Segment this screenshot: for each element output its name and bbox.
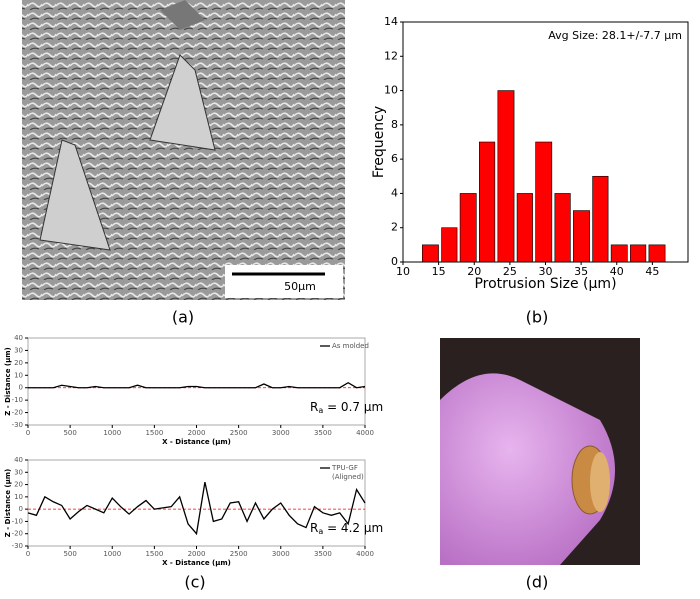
legend-note: (Aligned) xyxy=(332,473,364,481)
x-tick-label: 45 xyxy=(645,265,659,278)
y-tick-label: 10 xyxy=(14,493,23,501)
x-tick-label: 1000 xyxy=(103,550,121,558)
x-tick-label: 0 xyxy=(26,429,30,437)
histogram-bar xyxy=(497,90,515,263)
x-tick-label: 1500 xyxy=(145,429,163,437)
roughness-value: = 0.7 µm xyxy=(323,400,383,414)
panel-label: (b) xyxy=(526,308,549,327)
y-tick-label: 2 xyxy=(391,221,398,234)
legend-label: TPU-GF xyxy=(331,464,358,472)
sem-image: 50µm xyxy=(22,0,345,300)
histogram-bar xyxy=(554,193,571,263)
y-tick-label: 8 xyxy=(391,118,398,131)
x-tick-label: 2500 xyxy=(230,429,248,437)
roughness-label: Ra = 0.7 µm xyxy=(310,400,383,415)
roughness-label: Ra = 4.2 µm xyxy=(310,521,383,536)
x-tick-label: 4000 xyxy=(356,550,374,558)
y-tick-label: -10 xyxy=(12,517,23,525)
x-tick-label: 3500 xyxy=(314,550,332,558)
y-tick-label: 12 xyxy=(384,49,398,62)
x-tick-label: 40 xyxy=(610,265,624,278)
y-axis-label: Z - Distance (µm) xyxy=(4,469,12,537)
y-tick-label: 4 xyxy=(391,186,398,199)
photo xyxy=(440,338,640,565)
x-tick-label: 10 xyxy=(396,265,410,278)
x-axis-label: Protrusion Size (µm) xyxy=(474,276,616,292)
roughness-symbol: R xyxy=(310,400,318,414)
x-tick-label: 2000 xyxy=(188,429,206,437)
y-axis-label: Frequency xyxy=(371,106,387,178)
x-tick-label: 500 xyxy=(63,550,76,558)
roughness-subscript: a xyxy=(318,406,323,415)
x-tick-label: 20 xyxy=(467,265,481,278)
x-tick-label: 2500 xyxy=(230,550,248,558)
x-tick-label: 4000 xyxy=(356,429,374,437)
y-tick-label: 40 xyxy=(14,456,23,464)
y-tick-label: 20 xyxy=(14,481,23,489)
x-axis-label: X - Distance (µm) xyxy=(162,438,231,446)
histogram-bar xyxy=(441,227,458,263)
histogram-bar xyxy=(479,141,496,263)
x-tick-label: 25 xyxy=(503,265,517,278)
x-tick-label: 3500 xyxy=(314,429,332,437)
profile-line xyxy=(28,381,366,389)
x-tick-label: 3000 xyxy=(272,429,290,437)
x-tick-label: 15 xyxy=(432,265,446,278)
histogram-bar xyxy=(459,193,477,263)
x-axis-label: X - Distance (µm) xyxy=(162,559,231,567)
x-tick-label: 500 xyxy=(63,429,76,437)
roughness-subscript: a xyxy=(318,527,323,536)
y-tick-label: -30 xyxy=(12,421,23,429)
y-tick-label: -10 xyxy=(12,396,23,404)
histogram-bar xyxy=(516,193,533,263)
annotation: Avg Size: 28.1+/-7.7 µm xyxy=(548,29,682,42)
x-tick-label: 2000 xyxy=(188,550,206,558)
y-tick-label: 30 xyxy=(14,468,23,476)
panel-label: (c) xyxy=(184,573,205,592)
y-tick-label: 0 xyxy=(19,505,23,513)
y-tick-label: 0 xyxy=(391,255,398,268)
y-tick-label: 10 xyxy=(14,371,23,379)
y-tick-label: 40 xyxy=(14,334,23,342)
profile-line xyxy=(27,481,366,536)
legend-label: As molded xyxy=(332,342,369,350)
y-axis-label: Z - Distance (µm) xyxy=(4,347,12,415)
x-tick-label: 1000 xyxy=(103,429,121,437)
y-tick-label: -20 xyxy=(12,409,23,417)
y-tick-label: 30 xyxy=(14,346,23,354)
x-tick-label: 0 xyxy=(26,550,30,558)
x-tick-label: 30 xyxy=(539,265,553,278)
y-tick-label: -20 xyxy=(12,530,23,538)
roughness-value: = 4.2 µm xyxy=(323,521,383,535)
panel-label: (d) xyxy=(526,573,549,592)
scale-bar-label: 50µm xyxy=(284,280,316,293)
x-tick-label: 35 xyxy=(574,265,588,278)
histogram-bar xyxy=(535,141,553,263)
histogram-bar xyxy=(648,244,666,263)
histogram-bar xyxy=(573,210,590,263)
y-tick-label: 10 xyxy=(384,84,398,97)
panel-label: (a) xyxy=(172,308,194,327)
y-tick-label: -30 xyxy=(12,542,23,550)
y-tick-label: 6 xyxy=(391,152,398,165)
x-tick-label: 3000 xyxy=(272,550,290,558)
histogram-bar xyxy=(422,244,439,263)
y-tick-label: 0 xyxy=(19,384,23,392)
y-tick-label: 20 xyxy=(14,359,23,367)
x-tick-label: 1500 xyxy=(145,550,163,558)
roughness-symbol: R xyxy=(310,521,318,535)
y-tick-label: 14 xyxy=(384,15,398,28)
histogram-bar xyxy=(592,175,609,263)
histogram-bar xyxy=(630,244,647,263)
histogram-bar xyxy=(610,244,628,263)
